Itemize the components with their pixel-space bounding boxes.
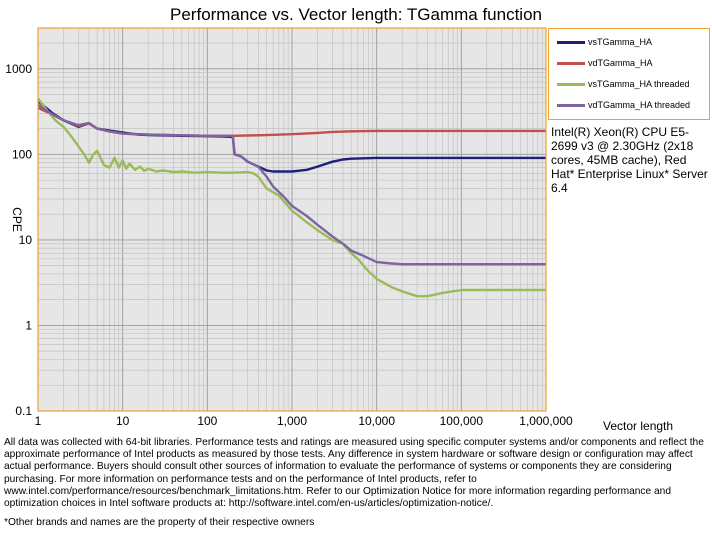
legend-item: vsTGamma_HA threaded bbox=[557, 79, 690, 89]
legend-item: vdTGamma_HA threaded bbox=[557, 100, 690, 110]
x-tick-label: 100 bbox=[197, 414, 217, 428]
legend: vsTGamma_HA vdTGamma_HA vsTGamma_HA thre… bbox=[548, 28, 710, 120]
legend-label: vdTGamma_HA threaded bbox=[588, 100, 691, 110]
y-tick-label: 100 bbox=[12, 147, 32, 161]
legend-label: vsTGamma_HA bbox=[588, 37, 653, 47]
y-tick-label: 1000 bbox=[5, 62, 32, 76]
x-tick-label: 100,000 bbox=[440, 414, 484, 428]
legend-swatch-vd-ha bbox=[557, 61, 585, 65]
x-axis-label: Vector length bbox=[603, 419, 674, 433]
system-info: Intel(R) Xeon(R) CPU E5-2699 v3 @ 2.30GH… bbox=[551, 125, 708, 195]
legend-label: vsTGamma_HA threaded bbox=[588, 79, 690, 89]
x-tick-label: 1 bbox=[35, 414, 42, 428]
y-tick-label: 1 bbox=[25, 318, 32, 332]
legend-swatch-vs-ha bbox=[557, 40, 585, 44]
legend-item: vdTGamma_HA bbox=[557, 58, 653, 68]
plot-border bbox=[37, 27, 547, 412]
x-tick-label: 10 bbox=[116, 414, 130, 428]
y-axis-label: CPE bbox=[10, 207, 24, 232]
x-tick-label: 10,000 bbox=[358, 414, 395, 428]
chart-title: Performance vs. Vector length: TGamma fu… bbox=[170, 5, 542, 24]
legend-label: vdTGamma_HA bbox=[588, 58, 653, 68]
x-tick-label: 1,000,000 bbox=[519, 414, 573, 428]
series-line-vd-ha-threaded bbox=[37, 103, 546, 266]
y-tick-label: 0.1 bbox=[15, 404, 32, 418]
x-tick-label: 1,000 bbox=[277, 414, 307, 428]
legend-swatch-vd-ha-threaded bbox=[557, 103, 585, 107]
y-tick-label: 10 bbox=[19, 233, 33, 247]
series-line-vs-ha-threaded bbox=[37, 97, 546, 298]
disclaimer-text: All data was collected with 64-bit libra… bbox=[4, 437, 704, 510]
footnote-text: *Other brands and names are the property… bbox=[4, 517, 315, 528]
legend-swatch-vs-ha-threaded bbox=[557, 82, 585, 86]
legend-item: vsTGamma_HA bbox=[557, 37, 652, 47]
